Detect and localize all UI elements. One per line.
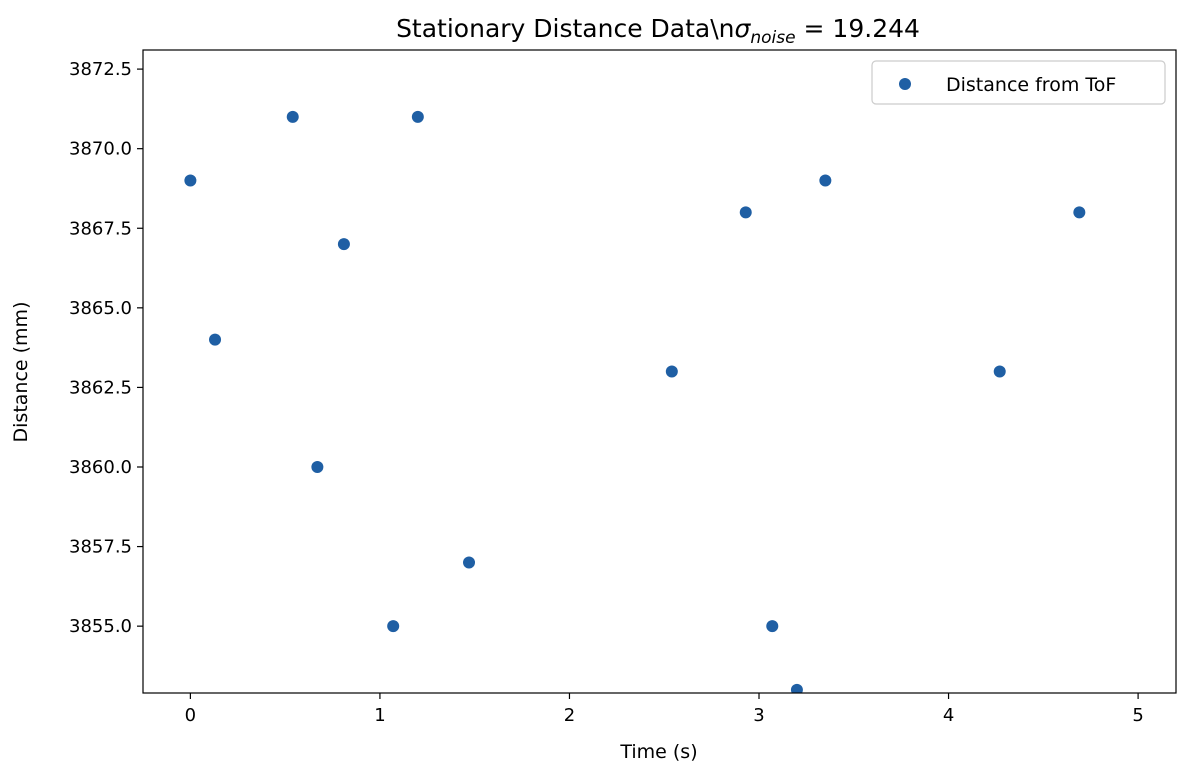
x-tick-label: 4 xyxy=(943,705,954,726)
data-point xyxy=(209,333,222,346)
chart-title-suffix: = 19.244 xyxy=(796,14,920,43)
y-tick-label: 3855.0 xyxy=(69,616,132,637)
data-point xyxy=(463,556,476,569)
data-point xyxy=(766,620,779,633)
chart-title-symbol: σ xyxy=(735,14,752,43)
data-point xyxy=(337,238,350,251)
plot-frame xyxy=(142,49,1177,694)
y-tick-label: 3867.5 xyxy=(69,218,132,239)
chart-title: Stationary Distance Data\nσnoise = 19.24… xyxy=(396,14,920,48)
data-point xyxy=(286,110,299,123)
x-tick-label: 2 xyxy=(564,705,575,726)
data-point xyxy=(311,460,324,473)
y-tick-label: 3872.5 xyxy=(69,59,132,80)
x-tick-label: 0 xyxy=(185,705,196,726)
chart-title-subscript: noise xyxy=(750,28,795,48)
data-point xyxy=(665,365,678,378)
legend-label: Distance from ToF xyxy=(946,74,1116,96)
legend: Distance from ToF xyxy=(871,60,1166,105)
data-point xyxy=(411,110,424,123)
legend-box xyxy=(871,60,1166,105)
y-axis-label: Distance (mm) xyxy=(10,302,32,443)
y-tick-label: 3865.0 xyxy=(69,298,132,319)
data-point xyxy=(739,206,752,219)
data-point xyxy=(993,365,1006,378)
data-point xyxy=(819,174,832,187)
chart-title-prefix: Stationary Distance Data\n xyxy=(396,14,734,43)
y-tick-label: 3857.5 xyxy=(69,537,132,558)
x-tick-label: 3 xyxy=(753,705,764,726)
y-tick-label: 3870.0 xyxy=(69,139,132,160)
data-point xyxy=(1073,206,1086,219)
data-point xyxy=(387,620,400,633)
x-tick-label: 1 xyxy=(374,705,385,726)
legend-marker xyxy=(899,78,911,90)
y-tick-label: 3860.0 xyxy=(69,457,132,478)
x-axis-label: Time (s) xyxy=(619,741,697,763)
data-point xyxy=(184,174,197,187)
y-tick-label: 3862.5 xyxy=(69,377,132,398)
data-point xyxy=(790,683,803,693)
data-points xyxy=(184,110,1086,693)
axis-ticks: 0 1 2 3 4 5 3855.0 3857.5 3860.0 3862.5 3865.0 3867… xyxy=(69,59,1144,726)
x-tick-label: 5 xyxy=(1132,705,1143,726)
